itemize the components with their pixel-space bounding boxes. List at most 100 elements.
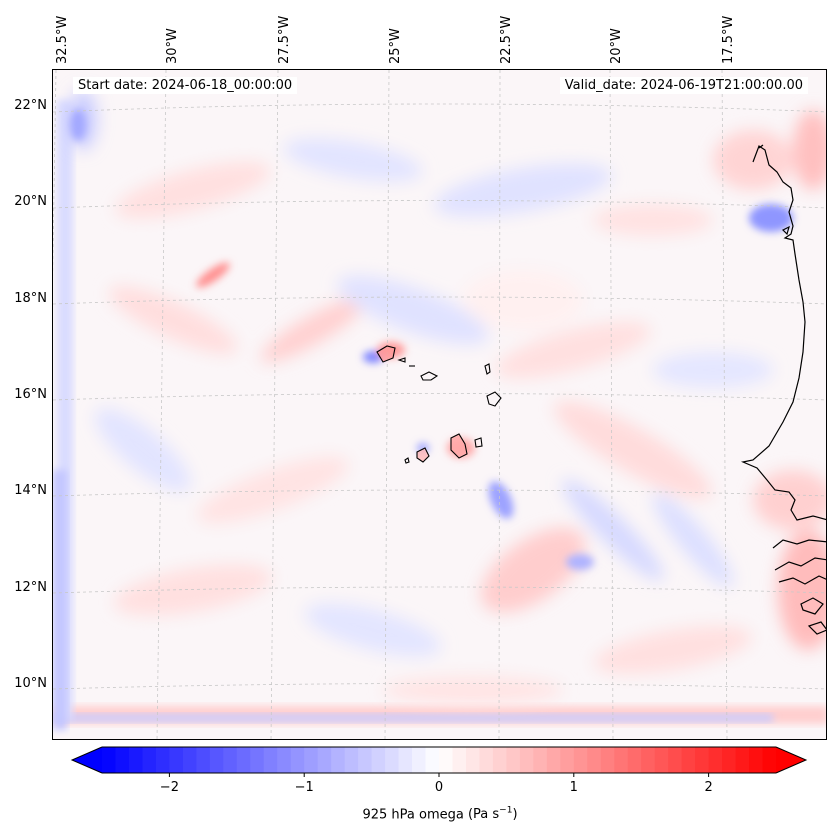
- coast-segment: [758, 144, 764, 149]
- maio-island: [474, 437, 483, 448]
- valid-date-label: Valid_date: 2024-06-19T21:00:00.00: [559, 77, 808, 94]
- start-date-label: Start date: 2024-06-18_00:00:00: [73, 77, 298, 94]
- blue-patch: [305, 603, 441, 657]
- colorbar-cell: [412, 747, 427, 773]
- colorbar-units: (Pa s−1): [467, 806, 518, 823]
- santo-antao-island: [376, 345, 396, 363]
- map-panel: Start date: 2024-06-18_00:00:00 Valid_da…: [52, 69, 827, 740]
- colorbar-cell: [196, 747, 211, 773]
- colorbar-cell: [358, 747, 373, 773]
- lat-label-12n: 12°N: [14, 580, 47, 595]
- south-boundary-blue-band: [53, 714, 773, 722]
- colorbar-cell: [209, 747, 224, 773]
- colorbar-cell: [182, 747, 197, 773]
- blue-patch: [337, 275, 489, 345]
- colorbar-right-extend: [775, 746, 808, 774]
- colorbar-cell: [506, 747, 521, 773]
- coast-island: [781, 225, 790, 236]
- colorbar-cell: [533, 747, 548, 773]
- colorbar-cell: [317, 747, 332, 773]
- pink-patch: [114, 564, 272, 616]
- blue-patch: [653, 352, 773, 388]
- colorbar-cell: [560, 747, 575, 773]
- colorbar-cell: [492, 747, 507, 773]
- colorbar-cells: [72, 747, 806, 773]
- pink-patch: [495, 321, 651, 379]
- fogo-island: [416, 447, 430, 463]
- lon-label-17.5w: 17.5°W: [721, 15, 736, 64]
- lon-label-25w: 25°W: [388, 28, 403, 64]
- parallel-22n: [53, 103, 826, 113]
- colorbar-cell: [102, 747, 117, 773]
- meridian-30w: [156, 70, 167, 739]
- colorbar-cell: [223, 747, 238, 773]
- colorbar-cell: [479, 747, 494, 773]
- colorbar-cell: [169, 747, 184, 773]
- pink-patch: [383, 676, 563, 704]
- pink-patch: [594, 625, 752, 675]
- omega-shading: [53, 90, 826, 730]
- coastal-island: [807, 621, 826, 635]
- parallel-14n: [53, 489, 826, 497]
- strong-uplift-core: [488, 481, 514, 519]
- colorbar-cell: [762, 747, 777, 773]
- gambia-coast: [772, 539, 826, 549]
- lat-label-10n: 10°N: [14, 676, 47, 691]
- colorbar-cell: [587, 747, 602, 773]
- colorbar-max-extension: [776, 747, 806, 773]
- lon-label-32.5w: 32.5°W: [55, 15, 70, 64]
- santiago-island: [450, 433, 468, 459]
- pink-patch: [554, 401, 712, 499]
- colorbar-cell: [695, 747, 710, 773]
- colorbar-tick-label: −1: [294, 780, 314, 795]
- colorbar-cell: [546, 747, 561, 773]
- subsidence-core: [196, 262, 230, 288]
- colorbar-cell: [708, 747, 723, 773]
- colorbar-cell: [439, 747, 454, 773]
- blue-patch: [562, 479, 664, 581]
- sal-island: [484, 363, 491, 375]
- colorbar-cell: [654, 747, 669, 773]
- lat-label-20n: 20°N: [14, 194, 47, 209]
- parallel-12n: [53, 586, 826, 594]
- parallel-20n: [53, 200, 826, 209]
- pink-patch: [197, 456, 349, 524]
- colorbar-label: 925 hPa omega (Pa s−1): [0, 806, 837, 822]
- colorbar-cell: [385, 747, 400, 773]
- colorbar-cell: [465, 747, 481, 773]
- meridian-22.5w: [498, 70, 501, 739]
- lon-label-27.5w: 27.5°W: [277, 15, 292, 64]
- graticule: [53, 70, 826, 739]
- meridian-17.5w: [721, 70, 728, 739]
- colorbar-tick-label: −2: [159, 780, 179, 795]
- lon-label-20w: 20°W: [609, 28, 624, 64]
- strong-uplift-core: [749, 204, 793, 232]
- lon-label-22.5w: 22.5°W: [499, 15, 514, 64]
- west-boundary-blue: [53, 470, 67, 730]
- colorbar-ticks: [168, 773, 710, 777]
- colorbar-cell: [641, 747, 656, 773]
- colorbar-cell: [371, 747, 386, 773]
- bijagos-islands: [800, 597, 824, 615]
- strong-uplift-core: [566, 554, 594, 570]
- colorbar-cell: [722, 747, 737, 773]
- parallel-10n: [53, 683, 826, 690]
- pink-patch: [778, 530, 826, 650]
- blue-patch: [434, 163, 612, 217]
- colorbar-cell: [142, 747, 157, 773]
- africa-west-coast: [740, 145, 826, 521]
- parallel-18n: [53, 296, 826, 305]
- colorbar-cell: [250, 747, 265, 773]
- pink-patch: [109, 286, 237, 354]
- colorbar-cell: [519, 747, 534, 773]
- blue-patch: [652, 493, 734, 587]
- colorbar-cell: [668, 747, 683, 773]
- colorbar-cell: [263, 747, 278, 773]
- colorbar-cell: [627, 747, 642, 773]
- pink-patch: [480, 527, 586, 613]
- pink-patch: [593, 204, 713, 236]
- brava-island: [404, 457, 410, 464]
- colorbar-cell: [735, 747, 750, 773]
- lat-label-18n: 18°N: [14, 291, 47, 306]
- colorbar-cell: [681, 747, 696, 773]
